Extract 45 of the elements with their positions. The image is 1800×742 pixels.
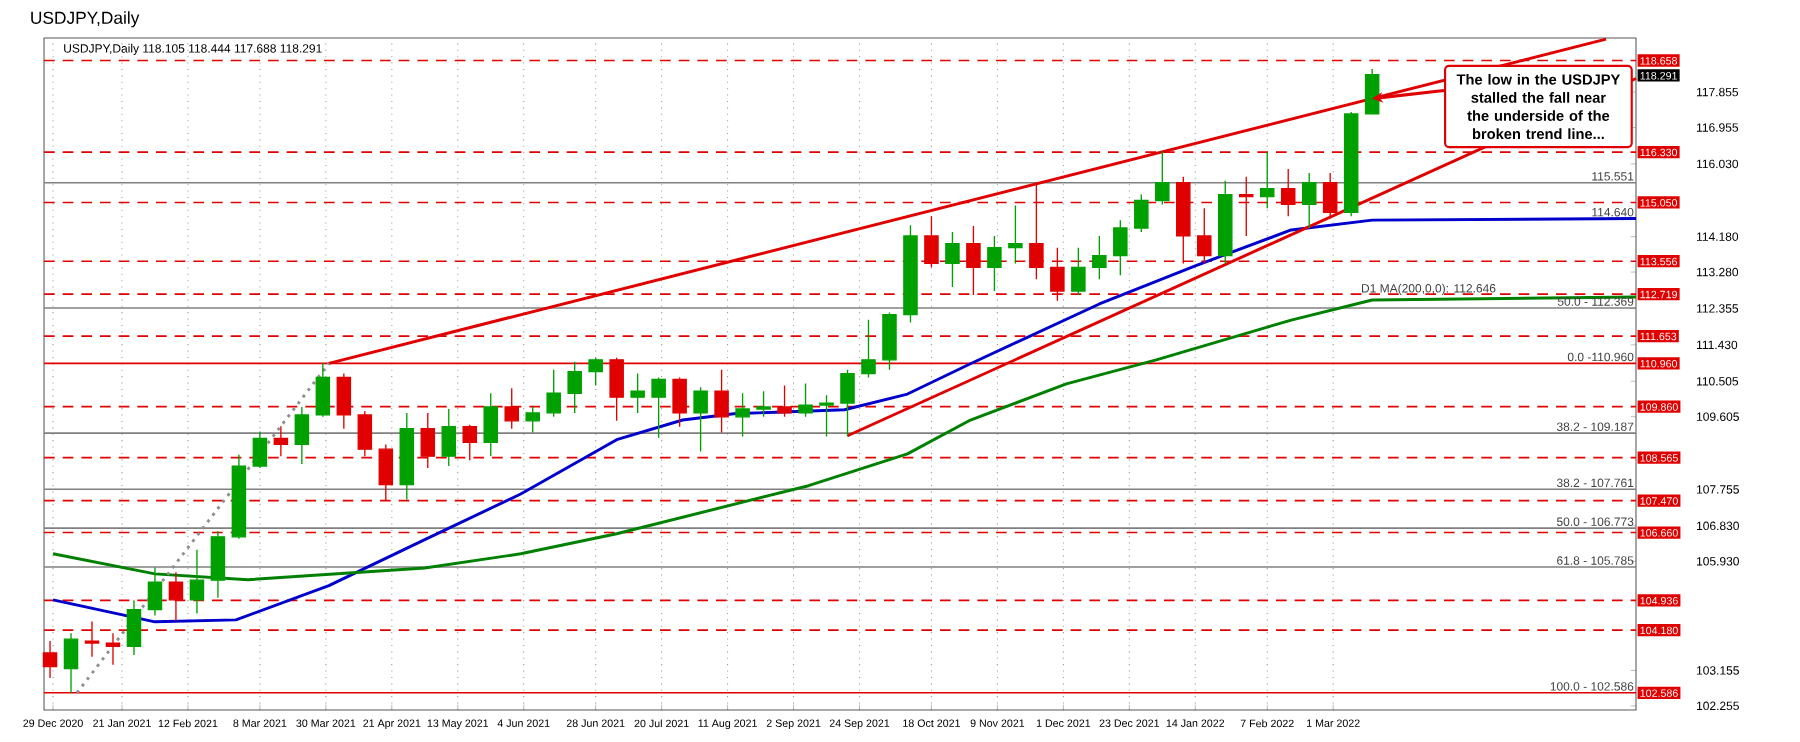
candlestick — [588, 357, 603, 387]
candlestick — [840, 368, 855, 438]
candlestick — [546, 368, 561, 418]
candlestick — [987, 235, 1002, 292]
candlestick — [1092, 235, 1107, 280]
candlestick — [105, 632, 121, 666]
candlestick — [483, 392, 499, 457]
candlestick — [525, 406, 540, 434]
candlestick — [1259, 151, 1275, 210]
line-series — [51, 217, 1638, 624]
candlestick — [1218, 180, 1233, 265]
candlestick — [714, 368, 729, 434]
candlestick — [189, 549, 205, 615]
candlestick — [1113, 219, 1128, 276]
candlestick — [399, 412, 415, 501]
candlestick — [1343, 111, 1359, 217]
candlestick — [819, 394, 834, 438]
candlestick — [126, 599, 142, 656]
candlestick — [147, 566, 163, 617]
candlestick — [651, 376, 666, 439]
candlestick — [882, 311, 897, 371]
candlestick — [294, 406, 310, 465]
candlestick — [231, 453, 247, 540]
candlestick — [210, 530, 226, 599]
candlestick — [1071, 247, 1086, 296]
candlestick — [315, 362, 331, 418]
candlestick — [273, 425, 289, 457]
candlestick — [945, 231, 960, 288]
candlestick — [861, 319, 876, 379]
candlestick — [1301, 172, 1317, 229]
candlestick — [1134, 193, 1149, 233]
candlestick — [63, 632, 79, 694]
candlestick — [1155, 150, 1170, 206]
candlestick — [630, 372, 645, 414]
candlestick — [252, 430, 268, 469]
candlestick — [798, 382, 813, 418]
candlestick — [567, 361, 582, 414]
candlestick — [42, 640, 58, 679]
candlestick — [441, 408, 457, 467]
candlestick — [693, 386, 708, 453]
candlestick — [1364, 68, 1380, 115]
candlestick — [756, 390, 771, 418]
chart-title: USDJPY,Daily — [31, 11, 140, 28]
candlestick — [735, 392, 750, 438]
candlestick — [903, 224, 918, 324]
